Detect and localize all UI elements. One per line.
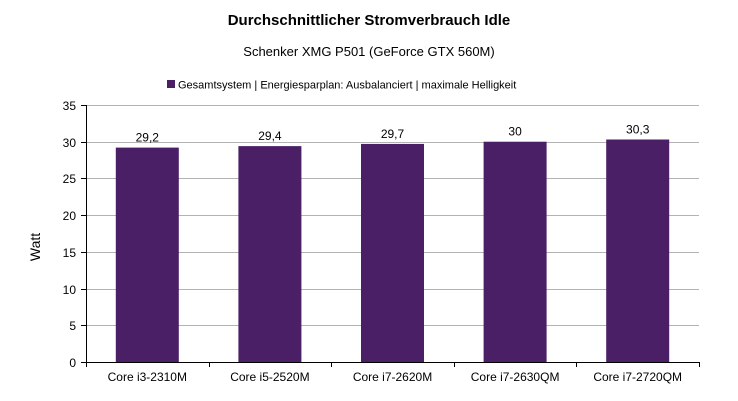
bar bbox=[238, 146, 302, 362]
chart-subtitle: Schenker XMG P501 (GeForce GTX 560M) bbox=[243, 44, 494, 59]
y-tick-labels: 0 5 10 15 20 25 30 35 bbox=[63, 99, 86, 370]
bar bbox=[483, 141, 547, 362]
y-tick-label: 35 bbox=[63, 99, 77, 113]
y-tick-label: 0 bbox=[69, 356, 76, 370]
x-tick-label: Core i7-2720QM bbox=[593, 370, 682, 384]
legend-label: Gesamtsystem | Energiesparplan: Ausbalan… bbox=[178, 80, 516, 92]
bar bbox=[115, 147, 179, 362]
data-labels: 29,2 29,4 29,7 30 30,3 bbox=[136, 123, 650, 145]
y-axis-title: Watt bbox=[27, 233, 43, 261]
x-tick-label: Core i5-2520M bbox=[230, 370, 309, 384]
legend: Gesamtsystem | Energiesparplan: Ausbalan… bbox=[167, 80, 516, 92]
data-label: 29,7 bbox=[381, 127, 405, 141]
y-tick-label: 5 bbox=[69, 319, 76, 333]
bar bbox=[606, 139, 670, 362]
data-label: 30 bbox=[508, 125, 522, 139]
legend-swatch bbox=[167, 80, 175, 88]
y-tick-label: 20 bbox=[63, 209, 77, 223]
data-label: 30,3 bbox=[626, 123, 650, 137]
chart-title: Durchschnittlicher Stromverbrauch Idle bbox=[228, 12, 511, 29]
x-tick-label: Core i7-2630QM bbox=[471, 370, 560, 384]
bars bbox=[115, 139, 670, 362]
y-tick-label: 30 bbox=[63, 136, 77, 150]
axes bbox=[86, 105, 700, 367]
y-tick-label: 15 bbox=[63, 246, 77, 260]
bar bbox=[361, 143, 424, 362]
x-tick-label: Core i3-2310M bbox=[108, 370, 187, 384]
y-tick-label: 10 bbox=[63, 283, 77, 297]
x-tick-labels: Core i3-2310M Core i5-2520M Core i7-2620M C… bbox=[108, 370, 682, 384]
y-tick-label: 25 bbox=[63, 172, 77, 186]
x-tick-label: Core i7-2620M bbox=[353, 370, 432, 384]
data-label: 29,4 bbox=[258, 129, 282, 143]
data-label: 29,2 bbox=[136, 131, 160, 145]
